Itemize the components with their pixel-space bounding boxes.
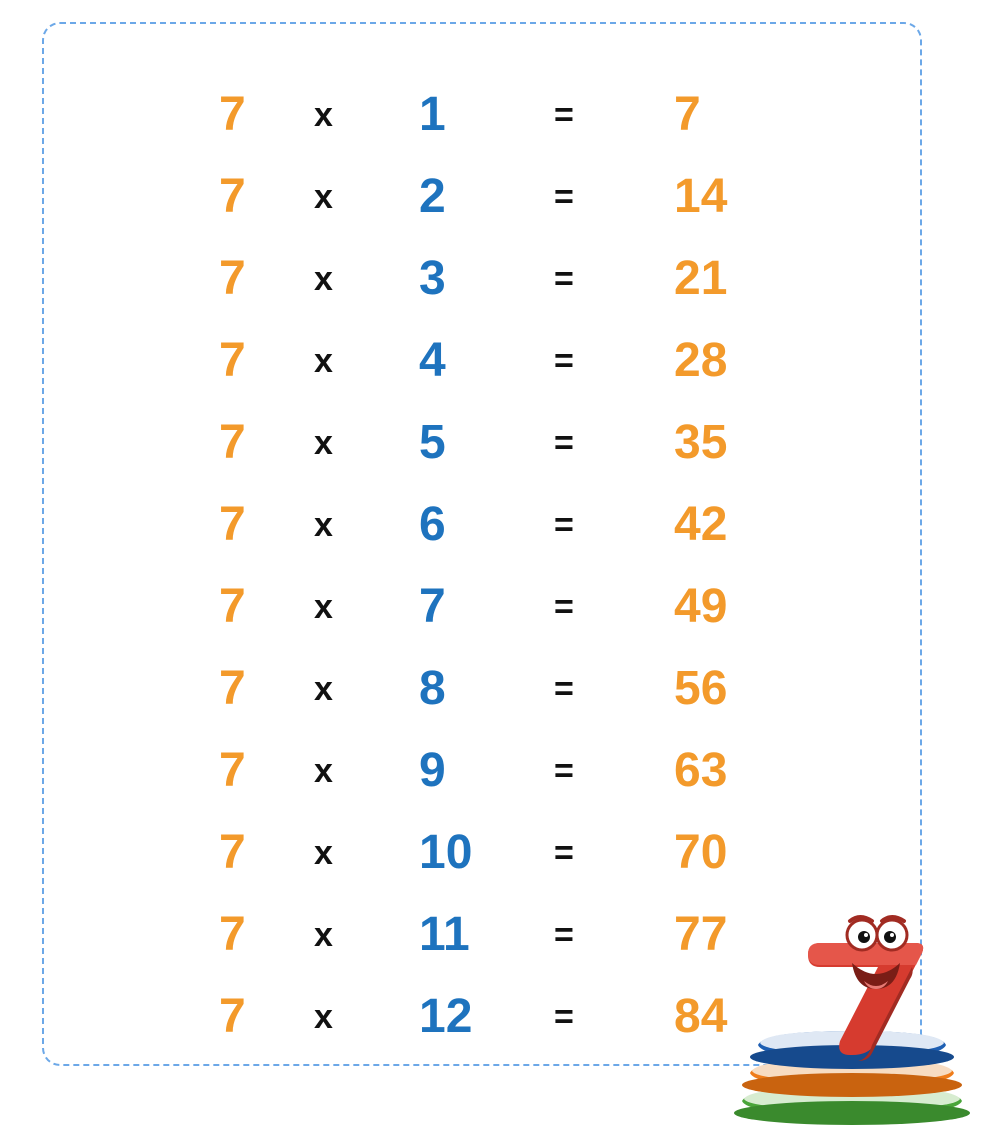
result: 63	[674, 747, 794, 795]
times-symbol: x	[314, 836, 419, 870]
multiplier: 11	[419, 911, 554, 959]
multiplicand: 7	[219, 747, 314, 795]
table-row: 7x3=21	[219, 238, 794, 320]
multiplicand: 7	[219, 993, 314, 1041]
table-row: 7x1=7	[219, 74, 794, 156]
multiplier: 9	[419, 747, 554, 795]
result: 35	[674, 419, 794, 467]
result: 56	[674, 665, 794, 713]
multiplier: 1	[419, 91, 554, 139]
equals-symbol: =	[554, 754, 674, 788]
times-symbol: x	[314, 426, 419, 460]
times-symbol: x	[314, 918, 419, 952]
multiplier: 7	[419, 583, 554, 631]
table-row: 7x10=70	[219, 812, 794, 894]
table-row: 7x7=49	[219, 566, 794, 648]
multiplier: 8	[419, 665, 554, 713]
table-row: 7x5=35	[219, 402, 794, 484]
multiplicand: 7	[219, 829, 314, 877]
multiplicand: 7	[219, 419, 314, 467]
result: 42	[674, 501, 794, 549]
multiplier: 12	[419, 993, 554, 1041]
equals-symbol: =	[554, 344, 674, 378]
multiplier: 5	[419, 419, 554, 467]
times-symbol: x	[314, 590, 419, 624]
result: 21	[674, 255, 794, 303]
result: 7	[674, 91, 794, 139]
multiplier: 2	[419, 173, 554, 221]
multiplicand: 7	[219, 583, 314, 631]
multiplicand: 7	[219, 911, 314, 959]
multiplication-table: 7x1=77x2=147x3=217x4=287x5=357x6=427x7=4…	[219, 74, 794, 1058]
table-row: 7x11=77	[219, 894, 794, 976]
table-row: 7x12=84	[219, 976, 794, 1058]
multiplier: 3	[419, 255, 554, 303]
multiplicand: 7	[219, 173, 314, 221]
equals-symbol: =	[554, 590, 674, 624]
equals-symbol: =	[554, 262, 674, 296]
times-table-card: 7x1=77x2=147x3=217x4=287x5=357x6=427x7=4…	[42, 22, 922, 1066]
table-row: 7x9=63	[219, 730, 794, 812]
times-symbol: x	[314, 344, 419, 378]
times-symbol: x	[314, 508, 419, 542]
multiplicand: 7	[219, 91, 314, 139]
multiplier: 6	[419, 501, 554, 549]
page: 7x1=77x2=147x3=217x4=287x5=357x6=427x7=4…	[0, 0, 1000, 1139]
times-symbol: x	[314, 754, 419, 788]
result: 49	[674, 583, 794, 631]
equals-symbol: =	[554, 508, 674, 542]
result: 28	[674, 337, 794, 385]
multiplicand: 7	[219, 337, 314, 385]
books-and-seven-icon	[722, 913, 982, 1133]
result: 70	[674, 829, 794, 877]
table-row: 7x2=14	[219, 156, 794, 238]
equals-symbol: =	[554, 672, 674, 706]
multiplier: 4	[419, 337, 554, 385]
result: 14	[674, 173, 794, 221]
multiplicand: 7	[219, 255, 314, 303]
equals-symbol: =	[554, 836, 674, 870]
times-symbol: x	[314, 98, 419, 132]
equals-symbol: =	[554, 426, 674, 460]
equals-symbol: =	[554, 1000, 674, 1034]
table-row: 7x8=56	[219, 648, 794, 730]
times-symbol: x	[314, 180, 419, 214]
times-symbol: x	[314, 262, 419, 296]
table-row: 7x4=28	[219, 320, 794, 402]
equals-symbol: =	[554, 98, 674, 132]
multiplicand: 7	[219, 665, 314, 713]
times-symbol: x	[314, 672, 419, 706]
equals-symbol: =	[554, 918, 674, 952]
equals-symbol: =	[554, 180, 674, 214]
multiplier: 10	[419, 829, 554, 877]
multiplicand: 7	[219, 501, 314, 549]
table-row: 7x6=42	[219, 484, 794, 566]
times-symbol: x	[314, 1000, 419, 1034]
